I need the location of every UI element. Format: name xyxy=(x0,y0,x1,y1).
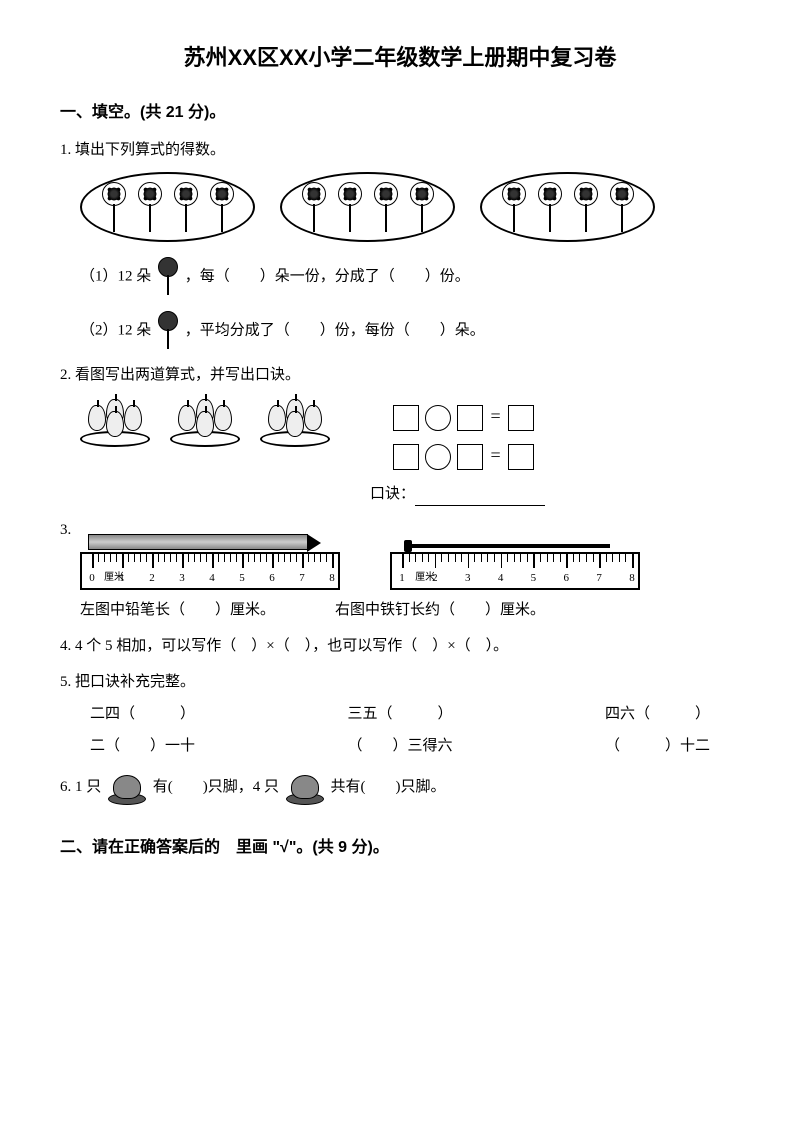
q4: 4. 4 个 5 相加，可以写作（ ）×（ ），也可以写作（ ）×（ ）。 xyxy=(60,634,740,658)
ruler-2: 12345678厘米 xyxy=(390,552,640,590)
q5-row1: 二四（ ） 三五（ ） 四六（ ） xyxy=(90,702,710,726)
flower-icon xyxy=(157,311,179,351)
q6-c: 共有( )只脚。 xyxy=(331,779,446,795)
flower-icon xyxy=(572,182,600,232)
flower-icon xyxy=(536,182,564,232)
q6-b: 有( )只脚，4 只 xyxy=(153,779,279,795)
q5-stem: 5. 把口诀补充完整。 xyxy=(60,670,740,694)
q2: 2. 看图写出两道算式，并写出口诀。 xyxy=(60,363,740,506)
koujue-blank xyxy=(415,490,545,506)
equation-group: = = xyxy=(390,397,537,476)
q1-ovals xyxy=(80,172,740,242)
frog-icon xyxy=(107,770,147,805)
pears-plate xyxy=(80,397,150,447)
q5-r1c3: 四六（ ） xyxy=(605,702,710,726)
flower-icon xyxy=(100,182,128,232)
ruler-right: 12345678厘米 xyxy=(390,552,640,590)
oval-3 xyxy=(480,172,655,242)
section2-head: 二、请在正确答案后的 里画 "√"。(共 9 分)。 xyxy=(60,835,740,861)
flower-icon xyxy=(500,182,528,232)
q5-r2c3: （ ）十二 xyxy=(605,734,710,758)
nail-icon xyxy=(410,544,610,548)
q1-sub1: （1）12 朵 ，每（ ）朵一份，分成了（ ）份。 xyxy=(80,257,740,297)
q3-right: 右图中铁钉长约（ ）厘米。 xyxy=(335,598,545,622)
q3-left: 左图中铅笔长（ ）厘米。 xyxy=(80,598,275,622)
q3-num: 3. xyxy=(60,522,71,538)
flower-icon xyxy=(208,182,236,232)
equation-2: = xyxy=(390,436,537,476)
flower-icon xyxy=(300,182,328,232)
q1-2b: ，平均分成了（ ）份，每份（ ）朵。 xyxy=(185,322,485,338)
q1: 1. 填出下列算式的得数。 （1）12 朵 ，每（ ）朵一份，分成了（ ）份。 … xyxy=(60,138,740,351)
q5-r2c1: 二（ ）一十 xyxy=(90,734,195,758)
q1-1b: ，每（ ）朵一份，分成了（ ）份。 xyxy=(185,268,470,284)
frog-icon xyxy=(285,770,325,805)
pears-group xyxy=(80,397,330,447)
q6: 6. 1 只 有( )只脚，4 只 共有( )只脚。 xyxy=(60,770,740,805)
q6-a: 6. 1 只 xyxy=(60,779,101,795)
q5-r1c1: 二四（ ） xyxy=(90,702,195,726)
rulers: 012345678厘米 12345678厘米 xyxy=(80,552,740,590)
ruler-left: 012345678厘米 xyxy=(80,552,340,590)
flower-icon xyxy=(157,257,179,297)
ruler-1: 012345678厘米 xyxy=(80,552,340,590)
q1-1a: （1）12 朵 xyxy=(80,268,151,284)
q2-stem: 2. 看图写出两道算式，并写出口诀。 xyxy=(60,363,740,387)
q5-row2: 二（ ）一十 （ ）三得六 （ ）十二 xyxy=(90,734,710,758)
q2-row: = = xyxy=(80,397,740,476)
flower-icon xyxy=(608,182,636,232)
q1-stem: 1. 填出下列算式的得数。 xyxy=(60,138,740,162)
q1-sub2: （2）12 朵 ，平均分成了（ ）份，每份（ ）朵。 xyxy=(80,311,740,351)
flower-icon xyxy=(408,182,436,232)
flower-icon xyxy=(336,182,364,232)
q5-r2c2: （ ）三得六 xyxy=(347,734,452,758)
oval-1 xyxy=(80,172,255,242)
koujue-text: 口诀： xyxy=(370,486,415,502)
pears-plate xyxy=(170,397,240,447)
q5-r1c2: 三五（ ） xyxy=(347,702,452,726)
pears-plate xyxy=(260,397,330,447)
pencil-icon xyxy=(88,534,308,550)
oval-2 xyxy=(280,172,455,242)
flower-icon xyxy=(136,182,164,232)
q5: 5. 把口诀补充完整。 二四（ ） 三五（ ） 四六（ ） 二（ ）一十 （ ）… xyxy=(60,670,740,758)
q1-2a: （2）12 朵 xyxy=(80,322,151,338)
page-title: 苏州XX区XX小学二年级数学上册期中复习卷 xyxy=(60,40,740,75)
q3: 3. 012345678厘米 12345678厘米 左图中铅笔长（ ）厘米。 右… xyxy=(60,518,740,622)
flower-icon xyxy=(172,182,200,232)
q3-answers: 左图中铅笔长（ ）厘米。 右图中铁钉长约（ ）厘米。 xyxy=(80,598,740,622)
section1-head: 一、填空。(共 21 分)。 xyxy=(60,100,740,126)
koujue-label: 口诀： xyxy=(370,482,740,506)
flower-icon xyxy=(372,182,400,232)
equation-1: = xyxy=(390,397,537,437)
